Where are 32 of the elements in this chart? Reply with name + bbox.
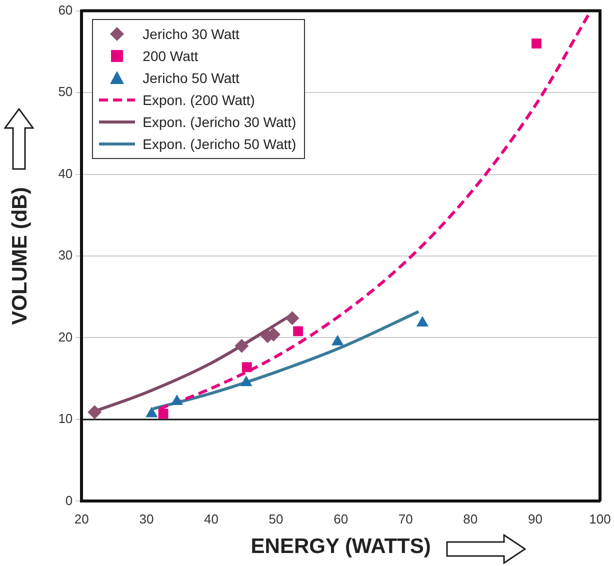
legend-label: Jericho 50 Watt xyxy=(142,70,240,86)
x-tick-label: 80 xyxy=(463,512,478,527)
y-tick-label: 60 xyxy=(58,2,73,18)
y-tick-label: 30 xyxy=(58,248,73,263)
point xyxy=(234,338,249,353)
x-tick-label: 20 xyxy=(74,512,89,527)
legend-label: Jericho 30 Watt xyxy=(142,26,240,42)
x-tick-label: 100 xyxy=(589,512,611,527)
x-tick-label: 90 xyxy=(528,512,542,527)
legend-label: Expon. (200 Watt) xyxy=(142,92,255,108)
x-tick-label: 70 xyxy=(398,512,413,527)
x-tick-label: 40 xyxy=(204,512,218,527)
x-tick-label: 50 xyxy=(268,512,284,527)
y-tick-label: 0 xyxy=(65,492,73,508)
y-tick-label: 40 xyxy=(58,166,73,181)
point xyxy=(532,38,542,48)
point xyxy=(285,311,300,326)
point xyxy=(88,405,102,420)
y-axis-title: VOLUME (dB) xyxy=(8,187,32,325)
point xyxy=(158,408,168,419)
point xyxy=(293,326,304,336)
y-tick-label: 50 xyxy=(58,84,73,100)
legend-label: Expon. (Jericho 50 Watt) xyxy=(142,136,296,152)
y-tick-label: 10 xyxy=(58,411,73,426)
x-tick-label: 60 xyxy=(334,512,348,527)
y-tick-label: 20 xyxy=(58,329,73,344)
legend-label: Expon. (Jericho 30 Watt) xyxy=(142,114,296,130)
point xyxy=(416,316,429,327)
x-tick-label: 30 xyxy=(139,512,154,527)
point xyxy=(242,362,252,372)
x-axis-title: ENERGY (WATTS) xyxy=(250,535,431,558)
legend-label: 200 Watt xyxy=(142,48,198,64)
